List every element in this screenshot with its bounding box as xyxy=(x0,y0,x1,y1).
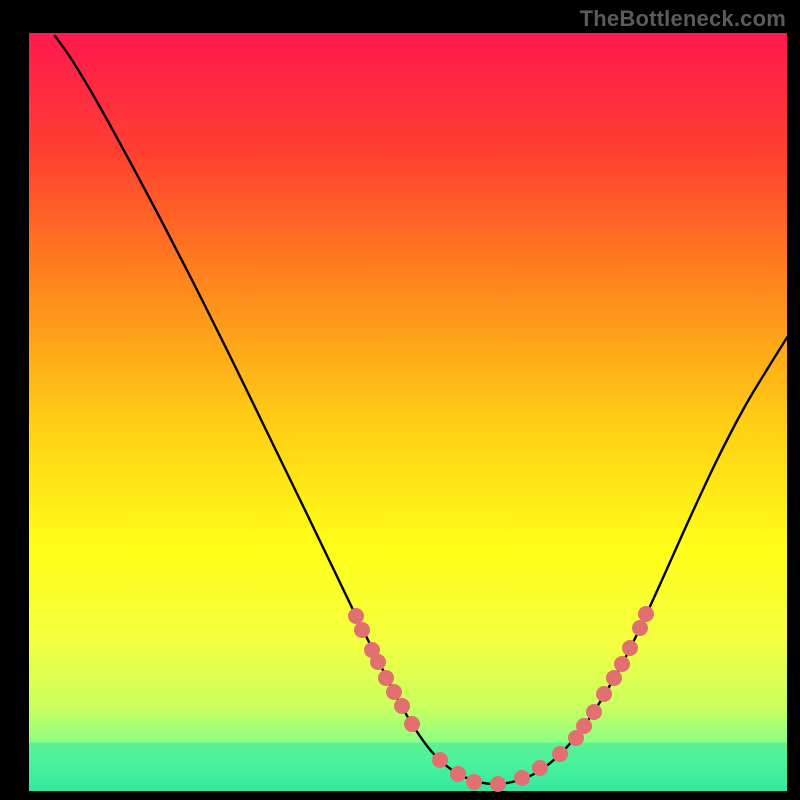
chart-svg xyxy=(0,0,800,800)
chart-canvas xyxy=(0,0,800,800)
watermark-text: TheBottleneck.com xyxy=(580,6,786,32)
chart-frame: TheBottleneck.com xyxy=(0,0,800,800)
